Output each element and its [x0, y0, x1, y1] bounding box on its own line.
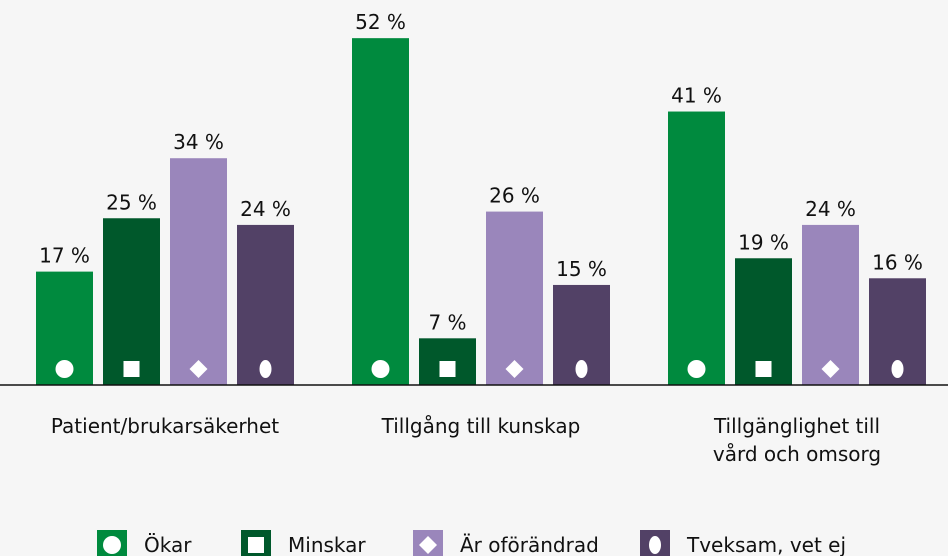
bar — [802, 224, 859, 385]
x-tick-label: Patient/brukarsäkerhet — [50, 414, 280, 438]
data-label: 24 % — [805, 197, 856, 221]
data-label: 52 % — [355, 10, 406, 34]
bar-icon — [575, 360, 588, 378]
data-label: 15 % — [556, 257, 607, 281]
bar-icon — [371, 360, 390, 378]
bar-icon — [55, 360, 74, 378]
bar-icon — [687, 360, 706, 378]
bar — [237, 224, 294, 385]
data-label: 25 % — [106, 190, 157, 214]
legend-label: Tveksam, vet ej — [686, 533, 846, 556]
data-label: 17 % — [39, 244, 90, 268]
bar — [103, 218, 160, 385]
data-label: 7 % — [428, 310, 466, 334]
bar-icon — [891, 360, 904, 378]
data-label: 26 % — [489, 184, 540, 208]
bar — [668, 111, 725, 385]
bar-icon — [123, 361, 140, 377]
bar-icon — [189, 360, 208, 378]
legend-label: Minskar — [288, 533, 366, 556]
bar-icon — [259, 360, 272, 378]
legend-icon — [248, 537, 264, 553]
bar — [486, 211, 543, 385]
data-label: 41 % — [671, 84, 722, 108]
bar-icon — [505, 360, 524, 378]
legend-icon — [419, 536, 437, 554]
x-tick-label: Tillgång till kunskap — [381, 414, 581, 438]
bar — [170, 158, 227, 385]
bar-icon — [439, 361, 456, 377]
bar — [352, 38, 409, 385]
legend-icon — [649, 536, 661, 554]
data-label: 19 % — [738, 230, 789, 254]
legend-icon — [103, 536, 121, 554]
data-label: 24 % — [240, 197, 291, 221]
bar-icon — [755, 361, 772, 377]
legend-label: Ökar — [144, 533, 192, 556]
x-tick-label: Tillgänglighet till vård och omsorg — [712, 414, 882, 466]
legend-label: Är oförändrad — [460, 533, 599, 556]
data-label: 34 % — [173, 130, 224, 154]
data-label: 16 % — [872, 250, 923, 274]
bar-icon — [821, 360, 840, 378]
